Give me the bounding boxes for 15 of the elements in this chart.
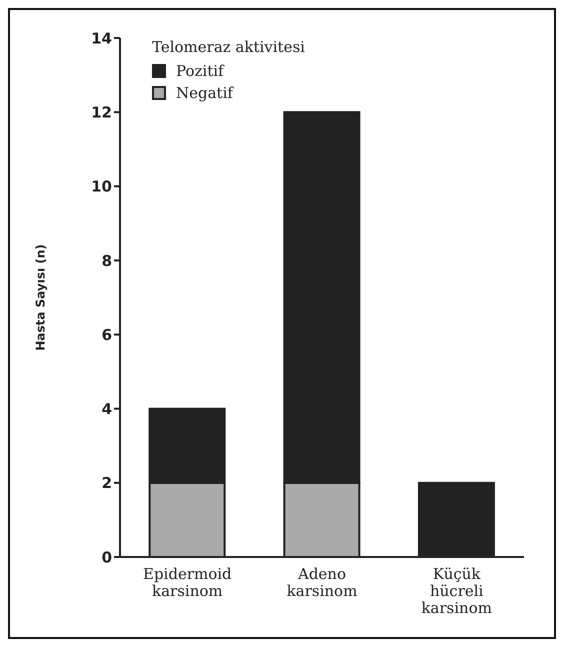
legend-title: Telomeraz aktivitesi [152, 38, 305, 56]
y-axis-title: Hasta Sayısı (n) [33, 244, 48, 351]
y-tick-label: 0 [102, 548, 112, 566]
y-tick-label: 2 [102, 474, 112, 492]
x-tick-label: Epidermoid karsinom [143, 565, 232, 600]
legend-label: Pozitif [175, 62, 226, 80]
y-tick-label: 10 [91, 178, 112, 196]
x-tick-label: Küçük hücreli karsinom [421, 565, 492, 617]
y-tick-label: 12 [91, 103, 112, 122]
y-tick-label: 6 [102, 326, 112, 344]
x-tick-label: Adeno karsinom [286, 565, 358, 600]
legend-label: Negatif [175, 84, 235, 102]
y-tick-label: 4 [102, 400, 112, 418]
y-tick-label: 14 [91, 29, 112, 48]
y-tick-label: 8 [102, 252, 112, 270]
